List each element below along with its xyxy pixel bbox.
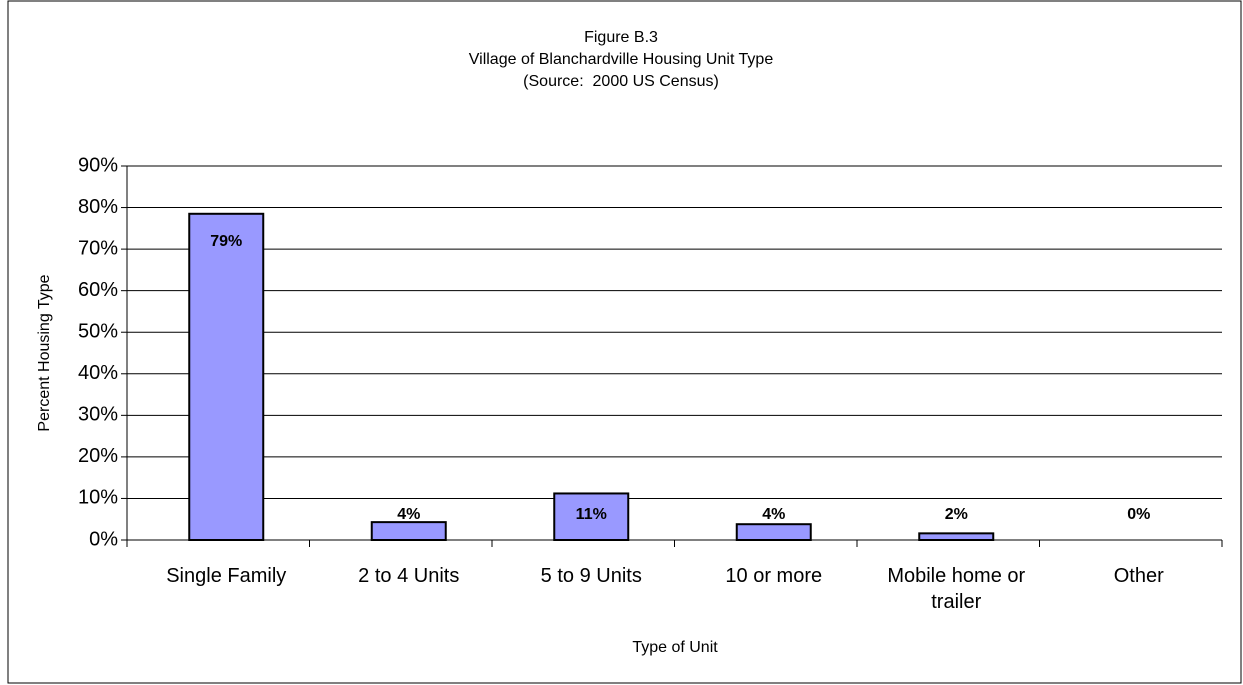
chart-source: (Source: 2000 US Census)	[523, 73, 719, 90]
bar	[735, 523, 812, 541]
bar	[188, 212, 265, 542]
x-tick-label: 2 to 4 Units	[358, 565, 460, 587]
bar	[370, 521, 447, 541]
data-label: 0%	[1127, 506, 1150, 523]
data-label: 79%	[210, 233, 242, 250]
y-tick-label: 30%	[78, 404, 118, 426]
y-tick-label: 10%	[78, 487, 118, 509]
x-axis-title: Type of Unit	[632, 639, 718, 656]
data-label: 2%	[945, 506, 968, 523]
y-tick-label: 0%	[89, 528, 118, 550]
x-tick-label: 5 to 9 Units	[540, 565, 642, 587]
y-tick-label: 50%	[78, 321, 118, 343]
bar	[918, 532, 995, 542]
y-tick-label: 20%	[78, 445, 118, 467]
chart-subtitle: Village of Blanchardville Housing Unit T…	[469, 51, 774, 68]
y-tick-label: 70%	[78, 237, 118, 259]
y-tick-label: 60%	[78, 279, 118, 301]
y-tick-label: 80%	[78, 196, 118, 218]
y-axis-title: Percent Housing Type	[36, 274, 53, 431]
y-tick-label: 40%	[78, 362, 118, 384]
x-tick-label: Other	[1113, 565, 1164, 587]
bar	[553, 492, 630, 541]
data-label: 11%	[576, 506, 607, 523]
data-label: 4%	[397, 506, 420, 523]
x-tick-label: Single Family	[166, 565, 287, 587]
x-tick-label: 10 or more	[725, 565, 823, 587]
y-tick-label: 90%	[78, 154, 118, 176]
chart-title: Figure B.3	[584, 29, 658, 46]
data-label: 4%	[762, 506, 785, 523]
x-tick-label: Mobile home or trailer	[887, 565, 1026, 613]
